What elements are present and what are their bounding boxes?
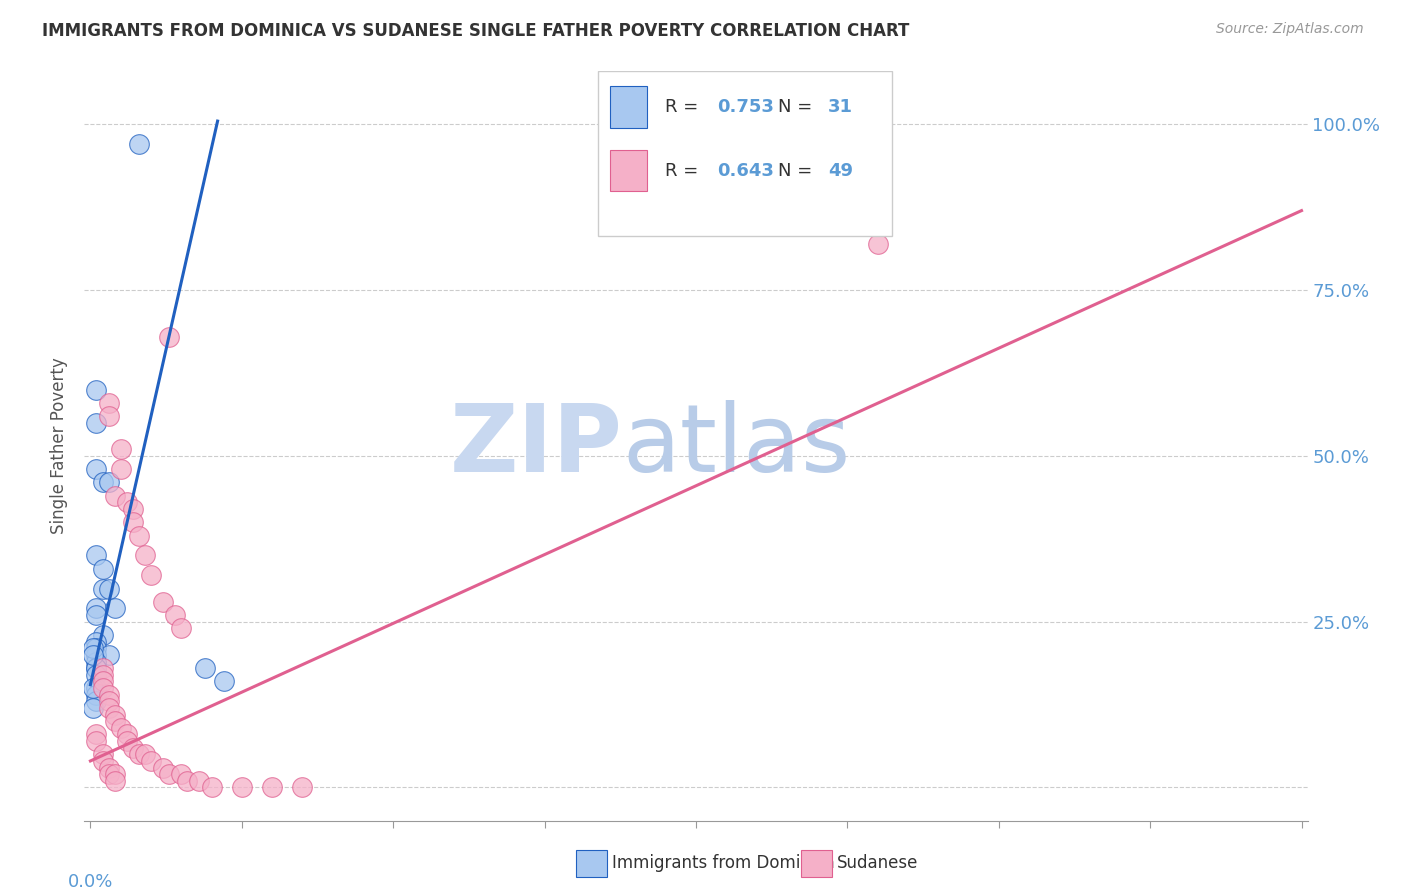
Point: [97, 701, 120, 715]
Point: [86, 727, 108, 741]
Text: R =: R =: [665, 98, 704, 116]
Point: [152, 595, 174, 609]
Point: [231, 780, 253, 795]
Point: [128, 137, 150, 152]
FancyBboxPatch shape: [610, 150, 647, 191]
Point: [128, 528, 150, 542]
Point: [86, 688, 108, 702]
Point: [212, 674, 235, 689]
Y-axis label: Single Father Poverty: Single Father Poverty: [51, 358, 69, 534]
Point: [86, 661, 108, 675]
Point: [115, 495, 138, 509]
Point: [139, 568, 162, 582]
Text: N =: N =: [778, 98, 818, 116]
Point: [86, 641, 108, 656]
Point: [104, 767, 127, 781]
Point: [86, 694, 108, 708]
Point: [170, 621, 193, 635]
Point: [91, 674, 114, 689]
Point: [91, 747, 114, 762]
Point: [104, 714, 127, 728]
Text: 0.753: 0.753: [717, 98, 773, 116]
Point: [200, 780, 222, 795]
Point: [110, 721, 132, 735]
Point: [86, 601, 108, 615]
Point: [86, 734, 108, 748]
Point: [134, 747, 156, 762]
Point: [121, 502, 143, 516]
Point: [157, 767, 180, 781]
Point: [86, 383, 108, 397]
Point: [139, 754, 162, 768]
Text: Source: ZipAtlas.com: Source: ZipAtlas.com: [1216, 22, 1364, 37]
Point: [115, 727, 138, 741]
Text: IMMIGRANTS FROM DOMINICA VS SUDANESE SINGLE FATHER POVERTY CORRELATION CHART: IMMIGRANTS FROM DOMINICA VS SUDANESE SIN…: [42, 22, 910, 40]
Point: [91, 661, 114, 675]
FancyBboxPatch shape: [598, 71, 891, 236]
Point: [82, 681, 104, 695]
Text: 0.643: 0.643: [717, 161, 773, 179]
Text: 49: 49: [828, 161, 853, 179]
Text: atlas: atlas: [623, 400, 851, 492]
Point: [97, 694, 120, 708]
Point: [866, 236, 889, 251]
Point: [86, 634, 108, 648]
Point: [91, 562, 114, 576]
Point: [110, 442, 132, 457]
Text: N =: N =: [778, 161, 818, 179]
Point: [291, 780, 314, 795]
Point: [86, 549, 108, 563]
Point: [97, 396, 120, 410]
Point: [110, 462, 132, 476]
Point: [86, 462, 108, 476]
Point: [165, 608, 187, 623]
Point: [104, 601, 127, 615]
Point: [91, 475, 114, 490]
Point: [82, 641, 104, 656]
Point: [97, 409, 120, 424]
Point: [86, 648, 108, 662]
Point: [121, 515, 143, 529]
Point: [115, 734, 138, 748]
Point: [86, 416, 108, 430]
Text: Immigrants from Dominica: Immigrants from Dominica: [612, 855, 834, 872]
Text: 31: 31: [828, 98, 853, 116]
Point: [91, 754, 114, 768]
Point: [97, 767, 120, 781]
Point: [194, 661, 217, 675]
Point: [97, 761, 120, 775]
Point: [86, 667, 108, 681]
Point: [97, 582, 120, 596]
Point: [128, 747, 150, 762]
Point: [82, 648, 104, 662]
Text: Sudanese: Sudanese: [837, 855, 918, 872]
Point: [82, 701, 104, 715]
Point: [262, 780, 284, 795]
Point: [188, 773, 211, 788]
Point: [170, 767, 193, 781]
FancyBboxPatch shape: [610, 87, 647, 128]
Text: R =: R =: [665, 161, 704, 179]
Point: [86, 608, 108, 623]
Point: [91, 582, 114, 596]
Point: [152, 761, 174, 775]
Point: [104, 489, 127, 503]
Point: [86, 655, 108, 669]
Point: [97, 475, 120, 490]
Point: [91, 628, 114, 642]
Point: [97, 648, 120, 662]
Point: [91, 667, 114, 681]
Point: [104, 773, 127, 788]
Point: [97, 688, 120, 702]
Point: [104, 707, 127, 722]
Point: [86, 681, 108, 695]
Text: ZIP: ZIP: [450, 400, 623, 492]
Text: 0.0%: 0.0%: [67, 873, 112, 891]
Point: [91, 681, 114, 695]
Point: [176, 773, 198, 788]
Point: [121, 740, 143, 755]
Point: [157, 329, 180, 343]
Point: [134, 549, 156, 563]
Point: [86, 661, 108, 675]
